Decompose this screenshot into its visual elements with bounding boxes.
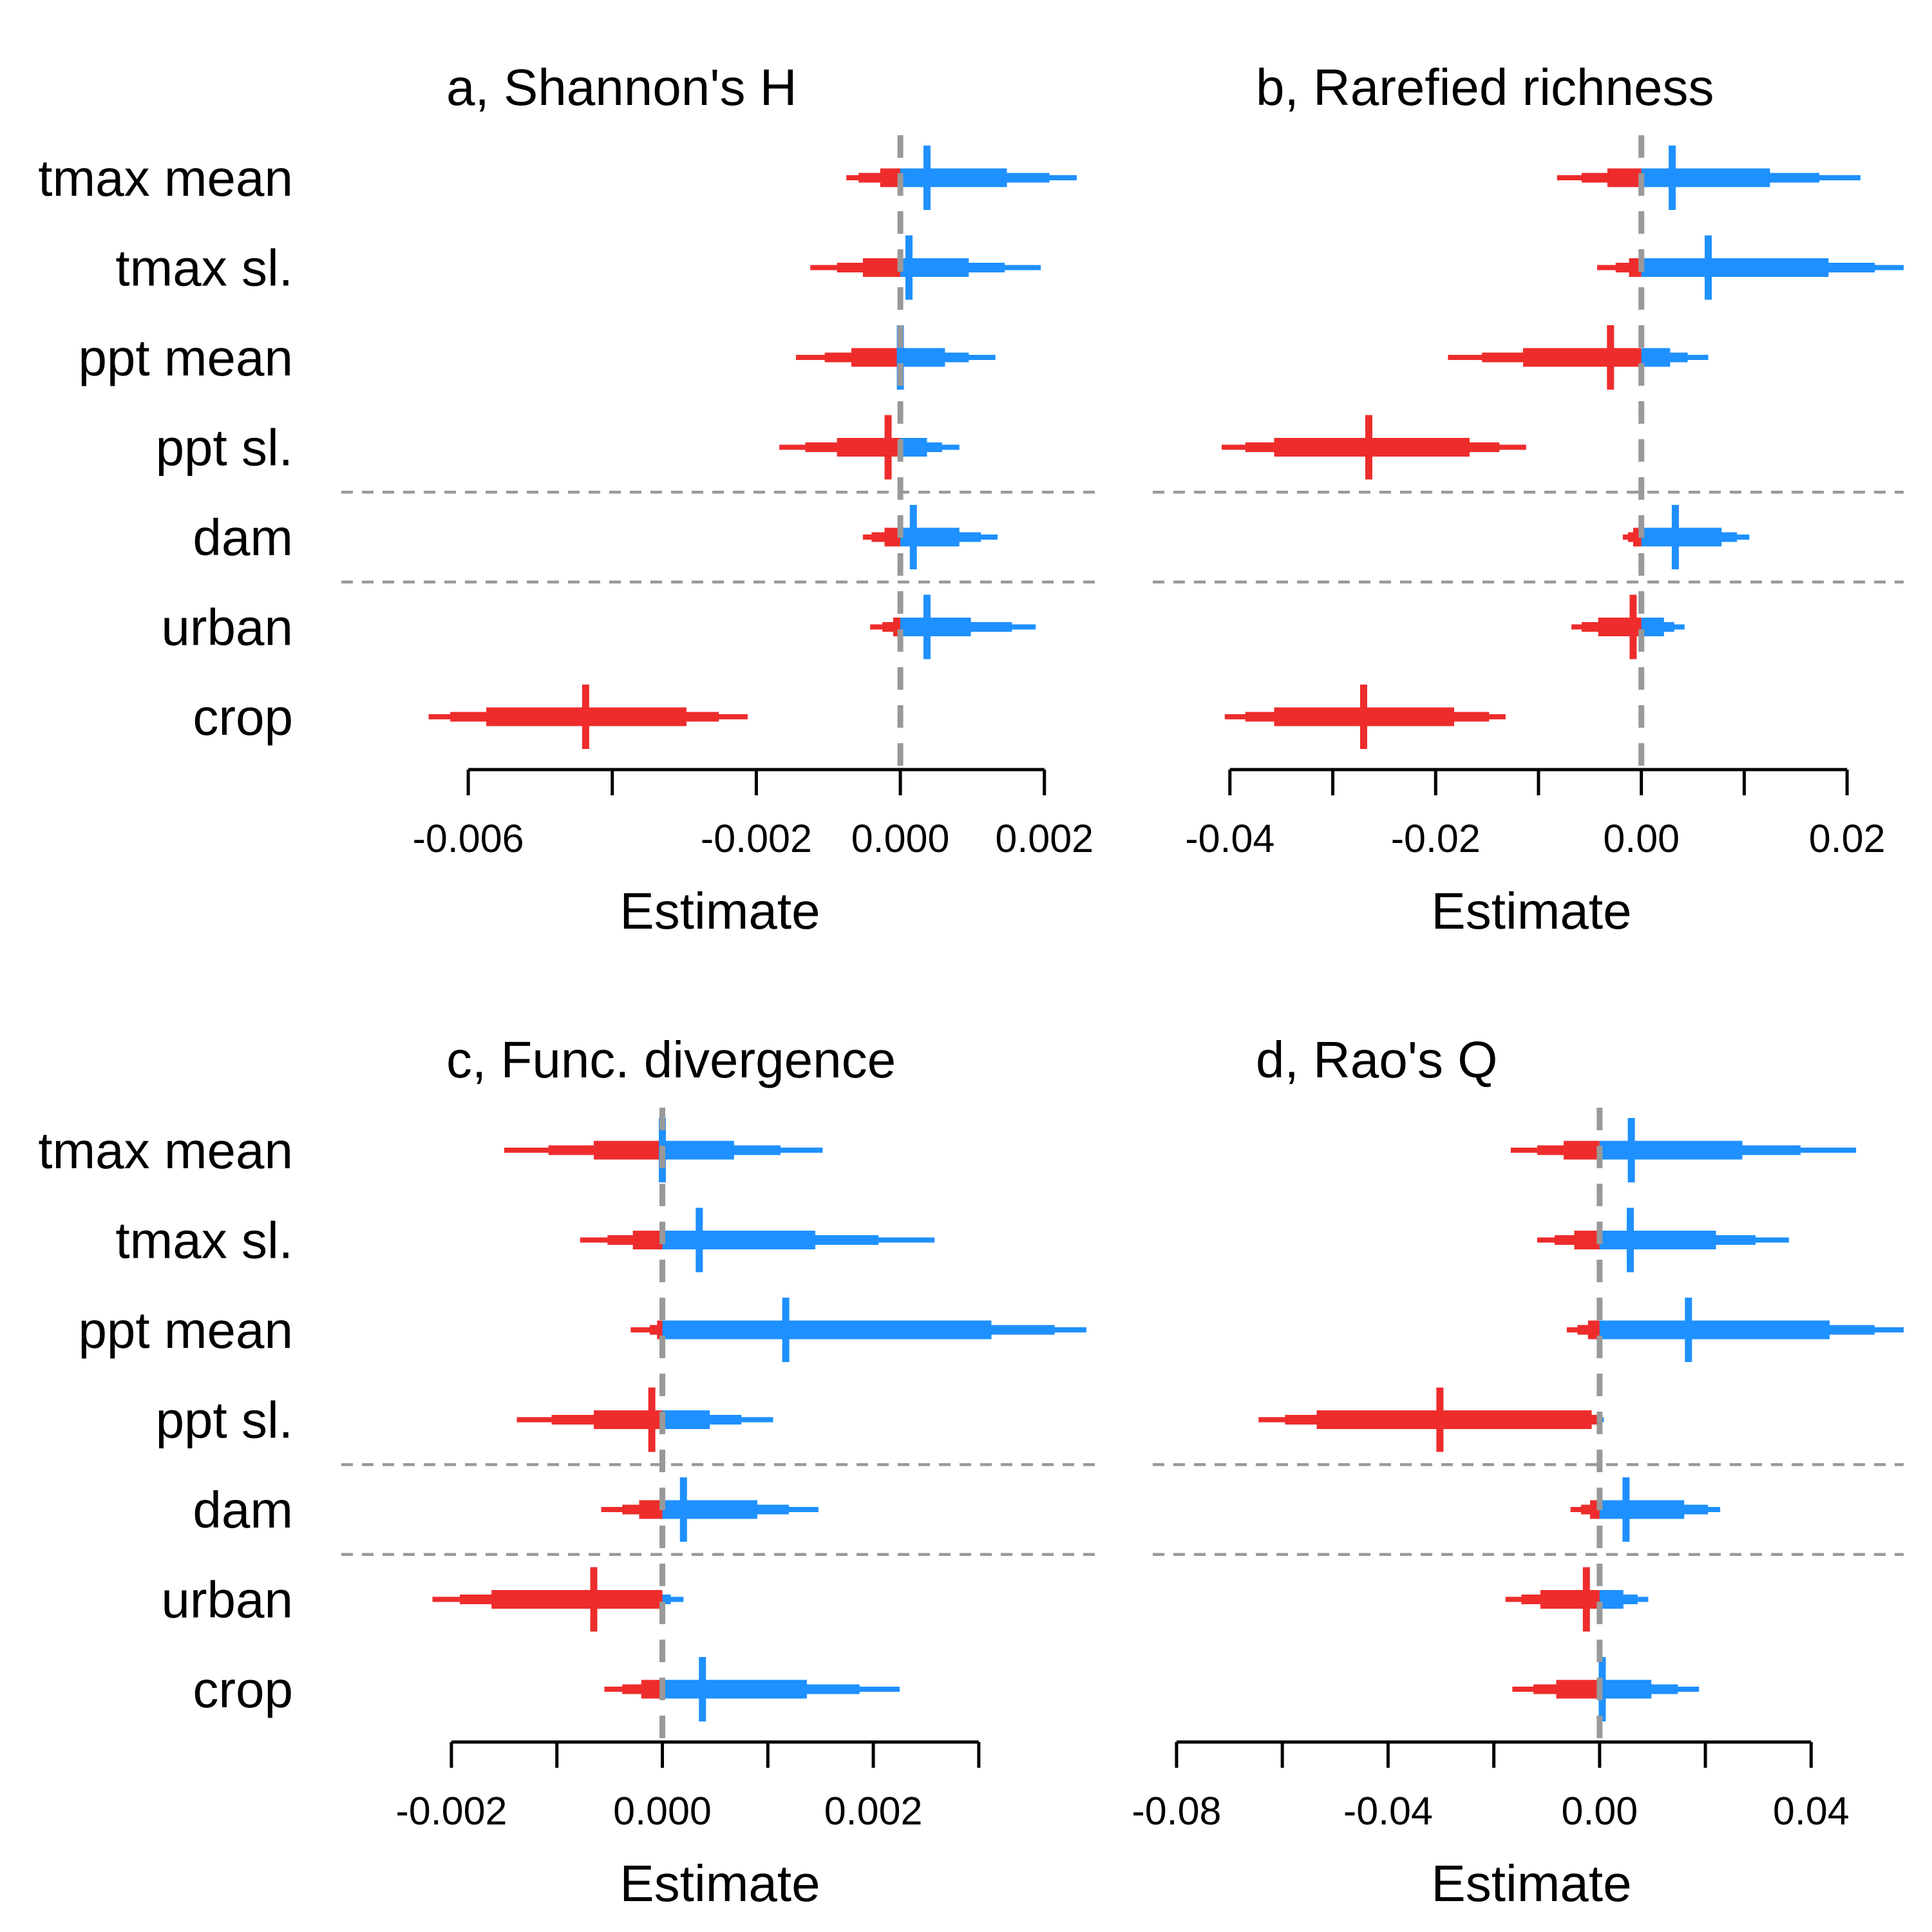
interval-50-positive [662, 1680, 807, 1699]
interval-50-negative [851, 348, 901, 367]
category-label: urban [161, 599, 293, 656]
category-label: ppt sl. [156, 419, 293, 477]
x-tick-label: 0.000 [851, 817, 950, 860]
interval-50-negative [880, 168, 901, 187]
interval-50-negative [1316, 1410, 1592, 1429]
interval-50-negative [632, 1231, 663, 1249]
panel-title: b, Rarefied richness [1256, 59, 1714, 116]
interval-50-positive [900, 438, 927, 457]
x-axis-label: Estimate [1431, 882, 1631, 940]
interval-50-positive [1641, 168, 1770, 187]
category-label: ppt sl. [156, 1392, 293, 1449]
interval-50-positive [1599, 1320, 1830, 1340]
interval-50-positive [1641, 258, 1829, 277]
x-tick-label: -0.08 [1132, 1789, 1221, 1833]
x-tick-label: 0.00 [1603, 817, 1680, 860]
x-tick-label: -0.006 [413, 817, 524, 860]
x-axis-label: Estimate [620, 1855, 820, 1912]
category-label: tmax sl. [115, 240, 293, 297]
x-tick-label: 0.00 [1561, 1789, 1638, 1833]
x-tick-label: -0.04 [1343, 1789, 1433, 1833]
interval-50-positive [1599, 1500, 1685, 1519]
x-axis-label: Estimate [1431, 1855, 1631, 1912]
panel-b: b, Rarefied richness -0.04 -0.02 0.00 0.02 … [1153, 59, 1904, 940]
panel-title: c, Func. divergence [446, 1031, 896, 1088]
interval-50-negative [1587, 1320, 1600, 1340]
interval-50-negative [1574, 1231, 1600, 1249]
x-tick-label: 0.002 [995, 817, 1094, 860]
interval-50-negative [1540, 1590, 1600, 1609]
category-label: dam [193, 509, 293, 566]
category-label: crop [193, 688, 293, 746]
interval-50-positive [1599, 1680, 1652, 1699]
category-label: crop [193, 1661, 293, 1718]
interval-50-negative [641, 1680, 663, 1699]
interval-50-positive [662, 1410, 710, 1429]
panel-marks: -0.08 -0.04 0.00 0.04 [1132, 1108, 1904, 1833]
interval-50-negative [491, 1590, 663, 1609]
interval-50-positive [1641, 348, 1671, 367]
interval-50-positive [1599, 1141, 1743, 1160]
interval-50-negative [594, 1141, 663, 1160]
panel-marks: tmax mean tmax sl. ppt mean ppt sl. dam urban… [38, 135, 1095, 860]
category-label: tmax mean [38, 149, 293, 207]
x-tick-label: 0.000 [613, 1789, 712, 1833]
interval-50-positive [900, 348, 945, 367]
interval-50-negative [1556, 1680, 1600, 1699]
interval-50-positive [900, 168, 1007, 187]
x-tick-label: 0.02 [1809, 817, 1886, 860]
interval-50-positive [1599, 1231, 1716, 1249]
x-tick-label: -0.02 [1391, 817, 1481, 860]
category-label: tmax mean [38, 1122, 293, 1179]
category-label: tmax sl. [115, 1212, 293, 1269]
interval-50-negative [1564, 1141, 1600, 1160]
interval-50-negative [862, 258, 901, 277]
panel-marks: tmax mean tmax sl. ppt mean ppt sl. dam urban… [38, 1108, 1095, 1833]
interval-50-negative [1523, 348, 1642, 367]
interval-50-positive [1641, 618, 1664, 636]
x-tick-label: -0.002 [395, 1789, 507, 1833]
interval-50-negative [657, 1320, 663, 1340]
category-label: ppt mean [78, 1302, 293, 1359]
interval-50-negative [893, 618, 901, 636]
interval-95-positive [662, 1596, 684, 1602]
interval-50-positive [1641, 527, 1722, 547]
panel-title: d, Rao's Q [1256, 1031, 1497, 1088]
category-label: ppt mean [78, 329, 293, 386]
category-label: dam [193, 1481, 293, 1539]
interval-50-negative [1629, 258, 1642, 277]
x-tick-label: -0.002 [701, 817, 812, 860]
x-tick-label: 0.002 [824, 1789, 923, 1833]
panel-d: d, Rao's Q -0.08 -0.04 0.00 0.04 Estimate [1132, 1031, 1904, 1912]
x-axis-label: Estimate [620, 882, 820, 940]
interval-50-positive [662, 1231, 815, 1249]
panel-c: c, Func. divergence tmax mean tmax sl. ppt… [38, 1031, 1095, 1912]
x-tick-label: -0.04 [1185, 817, 1274, 860]
interval-95-negative [630, 1327, 663, 1332]
interval-50-negative [1607, 168, 1642, 187]
category-label: urban [161, 1571, 293, 1629]
interval-50-negative [639, 1500, 663, 1519]
panel-a: a, Shannon's H tmax mean tmax sl. ppt mean… [38, 59, 1095, 940]
interval-50-positive [900, 527, 960, 547]
panel-title: a, Shannon's H [446, 59, 797, 116]
interval-50-positive [1599, 1590, 1624, 1609]
x-tick-label: 0.04 [1773, 1789, 1850, 1833]
interval-50-positive [662, 1500, 757, 1519]
interval-50-positive [662, 1141, 734, 1160]
interval-50-positive [900, 618, 971, 636]
interval-50-positive [662, 1320, 992, 1340]
panel-marks: -0.04 -0.02 0.00 0.02 [1153, 135, 1904, 860]
